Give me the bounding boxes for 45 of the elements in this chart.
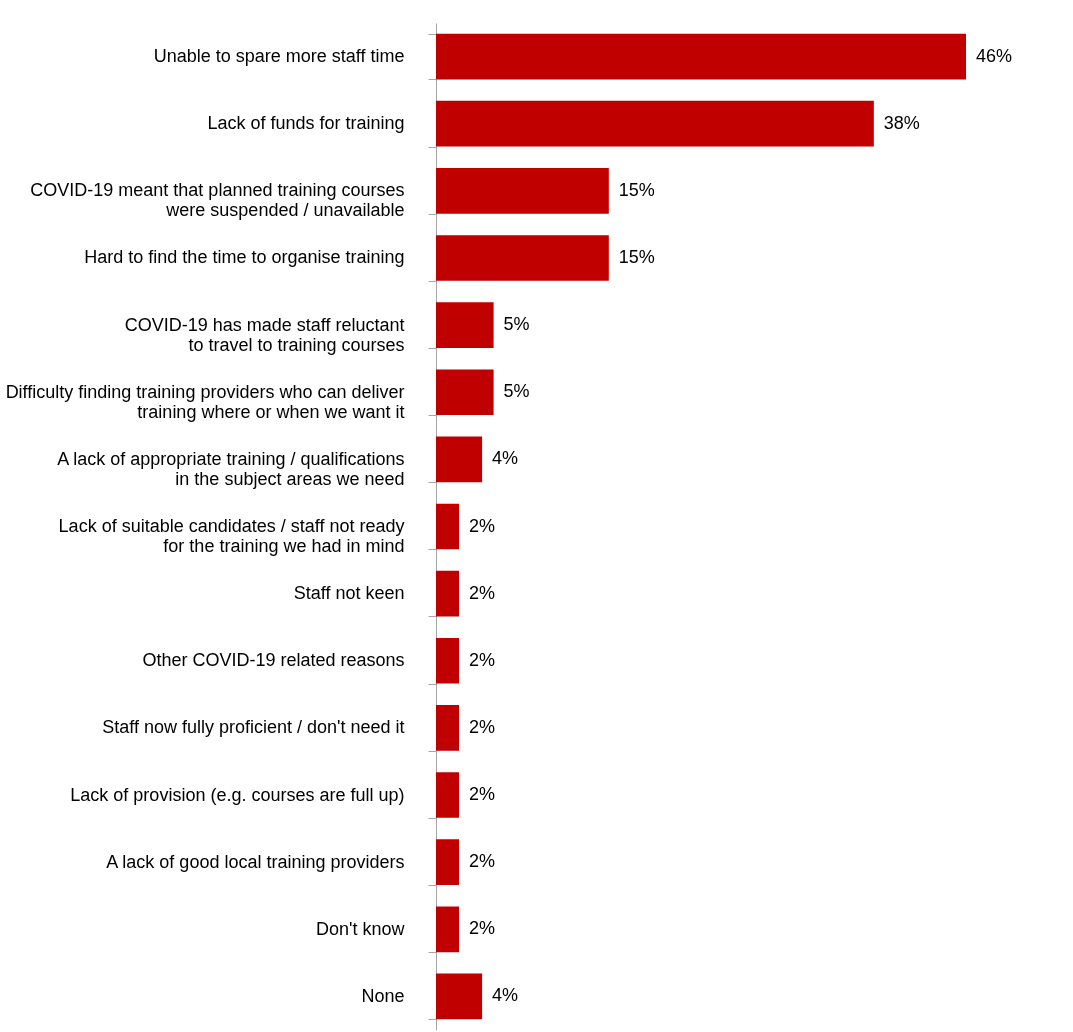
data-label: 2% (469, 784, 496, 805)
bar (436, 369, 494, 416)
bar (436, 168, 609, 214)
data-label: 5% (503, 381, 530, 402)
bar (436, 705, 460, 751)
data-label: 5% (503, 314, 530, 335)
bar (436, 906, 460, 953)
y-tick-label: Lack of provision (e.g. courses are full up) (70, 784, 405, 805)
bar (436, 100, 874, 147)
data-label: 2% (469, 716, 496, 737)
data-label: 4% (492, 448, 519, 469)
bar (436, 973, 483, 1020)
y-tick-label: A lack of appropriate training / qualifications in the subject areas we need (57, 448, 405, 489)
bar (436, 436, 483, 483)
data-label: 2% (469, 851, 496, 872)
bar (436, 235, 609, 281)
data-label: 15% (618, 246, 655, 267)
data-label: 38% (883, 112, 920, 133)
y-tick-label: Other COVID-19 related reasons (142, 650, 405, 671)
data-label: 2% (469, 918, 496, 939)
bar (436, 570, 460, 617)
data-label: 2% (469, 649, 496, 670)
y-tick-label: COVID-19 meant that planned training courses were suspended / unavailable (30, 180, 405, 221)
data-label: 2% (469, 515, 496, 536)
y-tick-label: Hard to find the time to organise training (84, 247, 405, 268)
bar (436, 33, 966, 80)
y-tick-label: Unable to spare more staff time (153, 46, 405, 67)
bar (436, 503, 460, 550)
y-tick-label: Staff now fully proficient / don't need it (102, 717, 405, 738)
data-label: 2% (469, 582, 496, 603)
y-tick-label: COVID-19 has made staff reluctant to travel to training courses (124, 314, 405, 355)
y-tick-label: Don't know (316, 918, 406, 939)
bar (436, 302, 494, 348)
y-tick-label: Difficulty finding training providers who can deliver training where or when we want it (5, 381, 405, 422)
y-tick-label: Lack of funds for training (207, 113, 405, 134)
bar (436, 637, 460, 684)
y-tick-label: Staff not keen (293, 583, 405, 604)
y-tick-label: Lack of suitable candidates / staff not ready for the training we had in mind (58, 516, 405, 556)
y-tick-label: None (361, 985, 405, 1006)
bar (436, 772, 460, 818)
data-label: 15% (618, 179, 655, 200)
y-tick-label: A lack of good local training providers (106, 851, 405, 872)
bar (436, 839, 460, 885)
data-label: 4% (492, 985, 519, 1006)
data-label: 46% (976, 45, 1013, 66)
